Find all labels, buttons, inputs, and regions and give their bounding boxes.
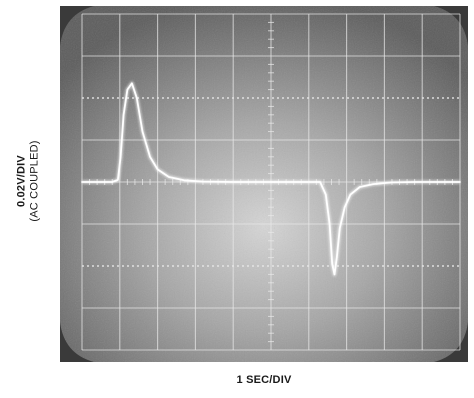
y-axis-label: 0.02V/DIV (AC COUPLED) [0, 0, 56, 362]
y-axis-coupling-label: (AC COUPLED) [28, 140, 41, 222]
oscilloscope-plot [60, 6, 468, 362]
oscilloscope-screen [60, 6, 468, 362]
y-axis-scale-label: 0.02V/DIV [15, 155, 28, 207]
waveform-line [81, 82, 461, 276]
waveform-trace [81, 81, 461, 277]
x-axis-label: 1 SEC/DIV [236, 374, 292, 386]
